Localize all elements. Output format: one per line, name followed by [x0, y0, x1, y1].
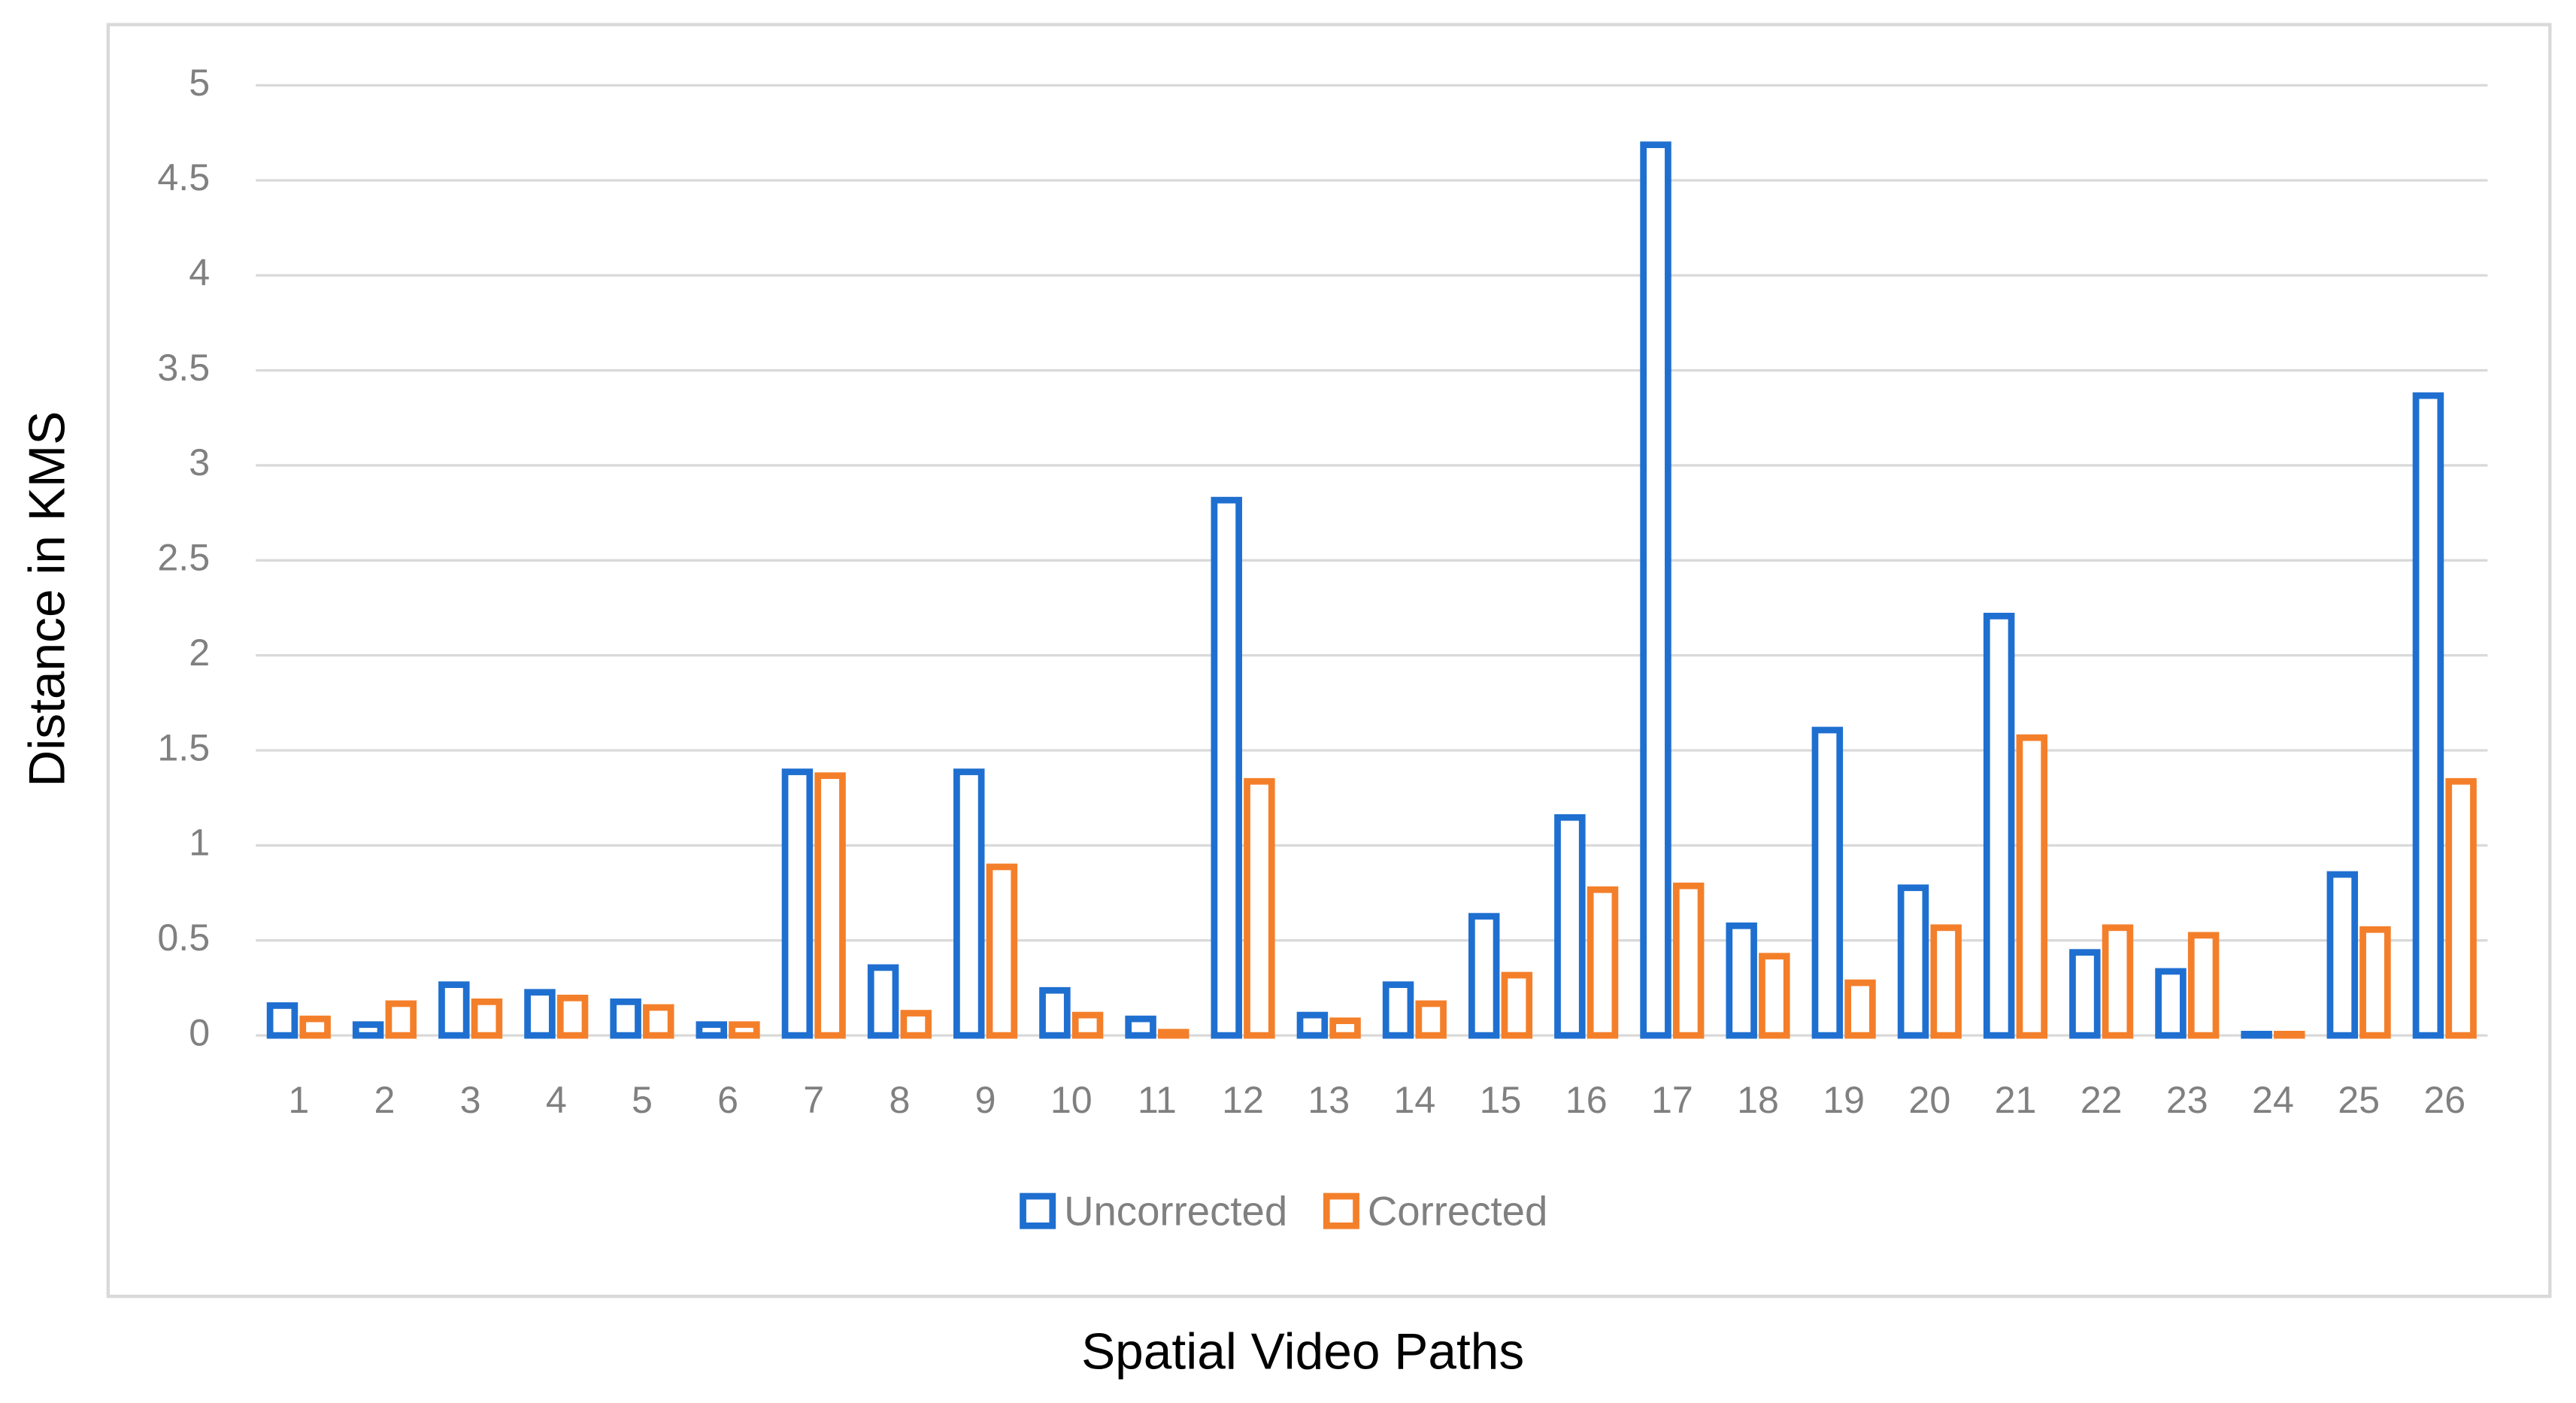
bar: [2155, 968, 2187, 1039]
bar: [1415, 1000, 1447, 1039]
bar: [1382, 981, 1414, 1039]
bar: [814, 772, 846, 1039]
bar: [953, 768, 985, 1039]
bar: [696, 1021, 728, 1039]
bar: [1811, 726, 1844, 1039]
bar: [1983, 612, 2015, 1039]
bar: [1844, 979, 1876, 1039]
bar: [352, 1021, 384, 1039]
x-tick-label: 2: [374, 1079, 395, 1121]
bar: [2274, 1030, 2305, 1039]
legend-swatch: [1020, 1192, 1056, 1229]
bar: [266, 1002, 299, 1039]
bar: [900, 1010, 932, 1039]
bar: [2069, 949, 2101, 1039]
bar: [1125, 1015, 1156, 1039]
x-tick-label: 6: [717, 1079, 738, 1121]
bar: [986, 863, 1018, 1039]
x-tick-label: 24: [2252, 1079, 2294, 1121]
bar: [1468, 913, 1500, 1039]
x-tick-label: 4: [546, 1079, 567, 1121]
legend-label: Uncorrected: [1064, 1188, 1287, 1234]
bar: [438, 981, 470, 1039]
x-tick-label: 23: [2166, 1079, 2208, 1121]
x-tick-label: 19: [1823, 1079, 1865, 1121]
bar: [1211, 496, 1242, 1039]
bar: [643, 1004, 674, 1039]
y-tick-label: 4: [189, 251, 210, 293]
bar: [385, 1000, 417, 1039]
x-tick-label: 20: [1908, 1079, 1950, 1121]
x-tick-label: 22: [2080, 1079, 2123, 1121]
legend-swatch: [1323, 1192, 1359, 1229]
bar: [1244, 777, 1275, 1039]
bar: [1897, 884, 1929, 1039]
x-tick-label: 15: [1480, 1079, 1522, 1121]
bar: [610, 998, 641, 1039]
bar: [524, 989, 556, 1039]
x-tick-label: 9: [975, 1079, 996, 1121]
x-tick-label: 8: [889, 1079, 910, 1121]
x-tick-label: 21: [1995, 1079, 2037, 1121]
x-axis-title: Spatial Video Paths: [1081, 1324, 1524, 1380]
bar: [1071, 1011, 1104, 1039]
bar: [1930, 924, 1962, 1039]
bar: [1672, 882, 1705, 1039]
bar: [1039, 986, 1071, 1039]
x-tick-label: 7: [803, 1079, 824, 1121]
bar: [556, 994, 589, 1039]
bar: [1587, 886, 1619, 1039]
x-tick-label: 3: [460, 1079, 481, 1121]
x-tick-label: 1: [288, 1079, 309, 1121]
x-tick-label: 10: [1050, 1079, 1093, 1121]
bar: [1296, 1011, 1329, 1039]
bar: [2412, 392, 2444, 1039]
bar: [471, 998, 503, 1039]
x-tick-label: 13: [1308, 1079, 1350, 1121]
bar: [867, 964, 899, 1039]
bar: [1501, 971, 1533, 1039]
y-tick-label: 1: [189, 822, 210, 864]
bar: [1640, 141, 1671, 1039]
bar: [1726, 922, 1757, 1039]
plot-frame: [106, 23, 2552, 1298]
x-tick-label: 17: [1651, 1079, 1693, 1121]
bar: [2016, 734, 2048, 1039]
legend-label: Corrected: [1368, 1188, 1547, 1234]
y-tick-label: 1.5: [157, 726, 210, 768]
bar: [1157, 1029, 1190, 1039]
x-tick-label: 11: [1138, 1079, 1177, 1121]
y-tick-label: 0: [189, 1011, 210, 1053]
bar: [1554, 814, 1586, 1039]
y-tick-label: 2.5: [157, 537, 210, 579]
x-tick-label: 12: [1222, 1079, 1264, 1121]
y-tick-label: 3: [189, 441, 210, 483]
x-tick-label: 25: [2338, 1079, 2380, 1121]
bar: [1759, 953, 1790, 1039]
bar: [729, 1021, 760, 1039]
x-tick-label: 14: [1393, 1079, 1435, 1121]
bar: [2326, 871, 2359, 1039]
bar: [1329, 1017, 1361, 1039]
y-tick-label: 4.5: [157, 156, 210, 198]
x-tick-label: 5: [632, 1079, 653, 1121]
y-tick-label: 0.5: [157, 917, 210, 959]
bar: [2241, 1030, 2272, 1039]
bar: [2359, 926, 2391, 1039]
bar: [2445, 777, 2477, 1039]
x-tick-label: 26: [2423, 1079, 2465, 1121]
x-tick-label: 18: [1737, 1079, 1779, 1121]
bar: [2187, 932, 2220, 1039]
y-tick-label: 5: [189, 62, 210, 104]
bar: [781, 768, 814, 1039]
bar: [2102, 924, 2134, 1039]
y-tick-label: 3.5: [157, 347, 210, 389]
y-tick-label: 2: [189, 632, 210, 674]
bar: [299, 1015, 331, 1039]
x-tick-label: 16: [1565, 1079, 1608, 1121]
y-axis-title: Distance in KMS: [19, 411, 75, 787]
